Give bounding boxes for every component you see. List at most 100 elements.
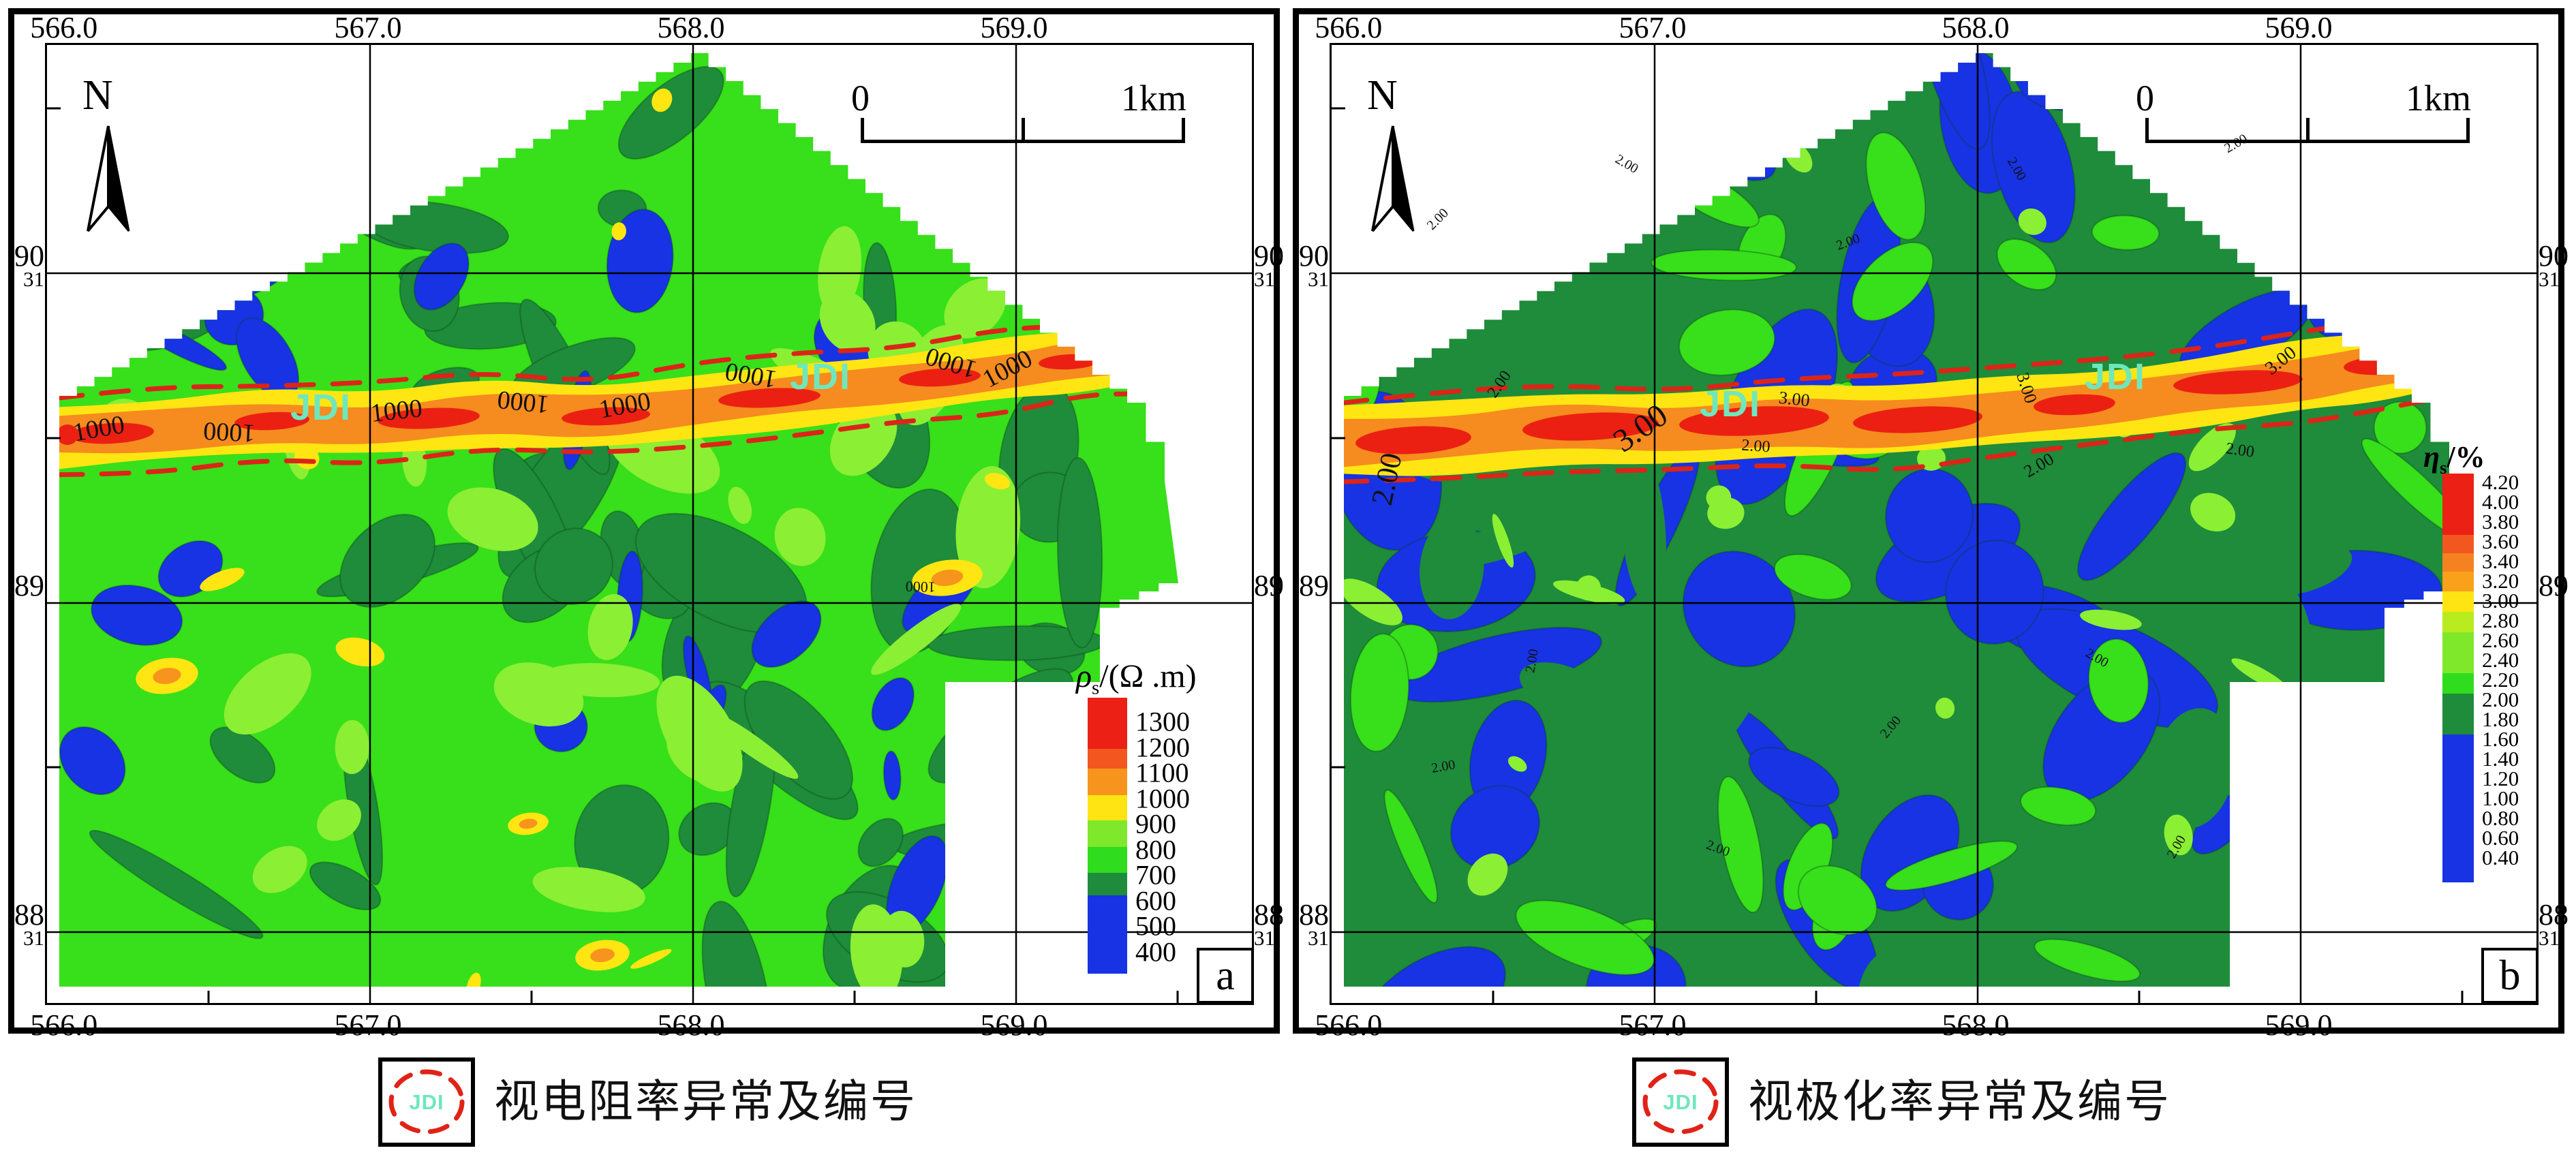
legend-value-label: 1.80 [2482,707,2519,731]
legend-value-label: 1.00 [2482,786,2519,810]
anomaly-outline-top [59,304,1148,401]
anomaly-symbol-box-a: JDI [378,1057,475,1147]
caption-text-b: 视极化率异常及编号 [1748,1077,2171,1127]
scale-bar-tick [1182,118,1185,143]
anomaly-band-inner [59,332,1146,454]
legend-value-label: 2.20 [2482,668,2519,692]
x-tick-top: 568.0 [1942,11,2010,44]
anomaly-name-label: JDI [1700,384,1761,424]
legend-color-segment [1088,847,1127,873]
legend-color-segment [1088,748,1127,769]
x-tick-top: 567.0 [1619,11,1687,44]
legend-value-label: 4.00 [2482,490,2519,514]
anomaly-symbol-box-b: JDI [1632,1057,1729,1147]
panel-letter-a: a [1197,948,1254,1004]
anomaly-name-label: JDI [790,356,851,397]
contour-value-label: 1000 [202,416,256,448]
y-tick-left: 89 [14,569,44,602]
legend-color-segment [1088,820,1127,848]
north-label: N [82,72,113,119]
x-tick-bottom: 567.0 [334,1008,402,1042]
legend-color-segment [2442,611,2474,632]
x-tick-bottom: 569.0 [980,1008,1048,1042]
x-tick-top: 566.0 [30,11,98,44]
scale-bar-tick [1022,118,1025,143]
legend-color-segment [2442,535,2474,553]
contour-value-label: 2.00 [1424,206,1452,233]
legend-value-label: 3.40 [2482,549,2519,573]
x-tick-bottom: 567.0 [1619,1008,1687,1042]
scale-bar-tick [2466,118,2470,143]
legend-value-label: 3.00 [2482,589,2519,613]
x-tick-bottom: 568.0 [657,1008,725,1042]
legend-value-label: 4.20 [2482,470,2519,494]
x-tick-top: 566.0 [1315,11,1383,44]
x-tick-bottom: 566.0 [1315,1008,1383,1042]
legend-value-label: 2.40 [2482,648,2519,672]
north-arrow-icon [1366,123,1420,243]
x-tick-top: 567.0 [334,11,402,44]
anomaly-name-label: JDI [2085,356,2146,397]
contour-value-label: 3.00 [1778,388,1811,411]
x-tick-bottom: 568.0 [1942,1008,2010,1042]
legend-color-segment [2442,553,2474,572]
legend-value-label: 600 [1135,885,1176,916]
anomaly-symbol-label-a: JDI [409,1090,444,1114]
legend-value-label: 0.60 [2482,826,2519,850]
north-label: N [1367,72,1398,119]
legend-color-segment [2442,632,2474,673]
legend-colorbar [1088,698,1127,974]
y-tick-right: 89 [1254,569,1284,602]
y-tick-left: 90 31 [14,239,44,292]
legend-value-label: 3.20 [2482,569,2519,593]
legend-value-label: 800 [1135,834,1176,865]
contour-value-label: 2.00 [2222,132,2250,157]
contour-value-label: 1000 [369,394,424,428]
anomaly-outline-bottom [1344,396,2437,484]
legend-color-segment [2442,591,2474,612]
contour-map-b: 3.002.002.00 3.002.003.002.003.002.002.00… [1332,45,2536,1003]
legend-color-segment [1088,769,1127,795]
legend-value-label: 1.60 [2482,727,2519,751]
legend-value-label: 0.80 [2482,806,2519,830]
panel-letter-b: b [2481,948,2539,1004]
legend-color-segment [1088,794,1127,820]
scale-bar-tick [861,118,864,143]
y-tick-right: 88 31 [2539,898,2569,951]
legend-colorbar [2442,474,2474,882]
scale-bar-zero-label: 0 [2136,78,2154,119]
legend-value-label: 700 [1135,859,1176,891]
legend-value-label: 400 [1135,936,1176,967]
legend-value-label: 2.60 [2482,628,2519,652]
legend-color-segment [2442,572,2474,591]
contour-value-label: 2.00 [1741,437,1771,457]
legend-value-label: 1300 [1135,706,1190,737]
contour-value-label: 2.00 [1612,152,1640,177]
legend-value-label: 2.80 [2482,608,2519,632]
x-tick-top: 568.0 [657,11,725,44]
contour-value-label: 1000 [496,385,551,419]
y-tick-right: 90 31 [1254,239,1284,292]
legend-color-segment [1088,895,1127,974]
legend-value-label: 1200 [1135,732,1190,762]
anomaly-outline-top [1344,306,2437,406]
y-tick-left: 88 31 [14,898,44,951]
legend-color-segment [1088,872,1127,896]
x-tick-bottom: 569.0 [2265,1008,2333,1042]
legend-title: ηs/% [2423,440,2485,478]
scale-bar-end-label: 1km [1120,78,1186,119]
scale-bar-end-label: 1km [2405,78,2471,119]
legend-value-label: 2.00 [2482,687,2519,711]
map-frame-b: 3.00 2.00 2.00 3.00 2.00 3.00 2.00 3.00 2.00 2.00… [1330,43,2539,1005]
legend-value-label: 900 [1135,808,1176,839]
anomaly-name-label: JDI [290,387,352,428]
legend-color-segment [2442,673,2474,694]
anomaly-symbol-label-b: JDI [1663,1090,1698,1114]
y-tick-left: 90 31 [1299,239,1329,292]
panel-b-apparent-polarizability-map: 3.00 2.00 2.00 3.00 2.00 3.00 2.00 3.00 2.00 2.00… [1293,8,2569,1042]
caption-text-a: 视电阻率异常及编号 [494,1077,917,1127]
x-tick-top: 569.0 [980,11,1048,44]
legend-value-label: 1.40 [2482,747,2519,771]
